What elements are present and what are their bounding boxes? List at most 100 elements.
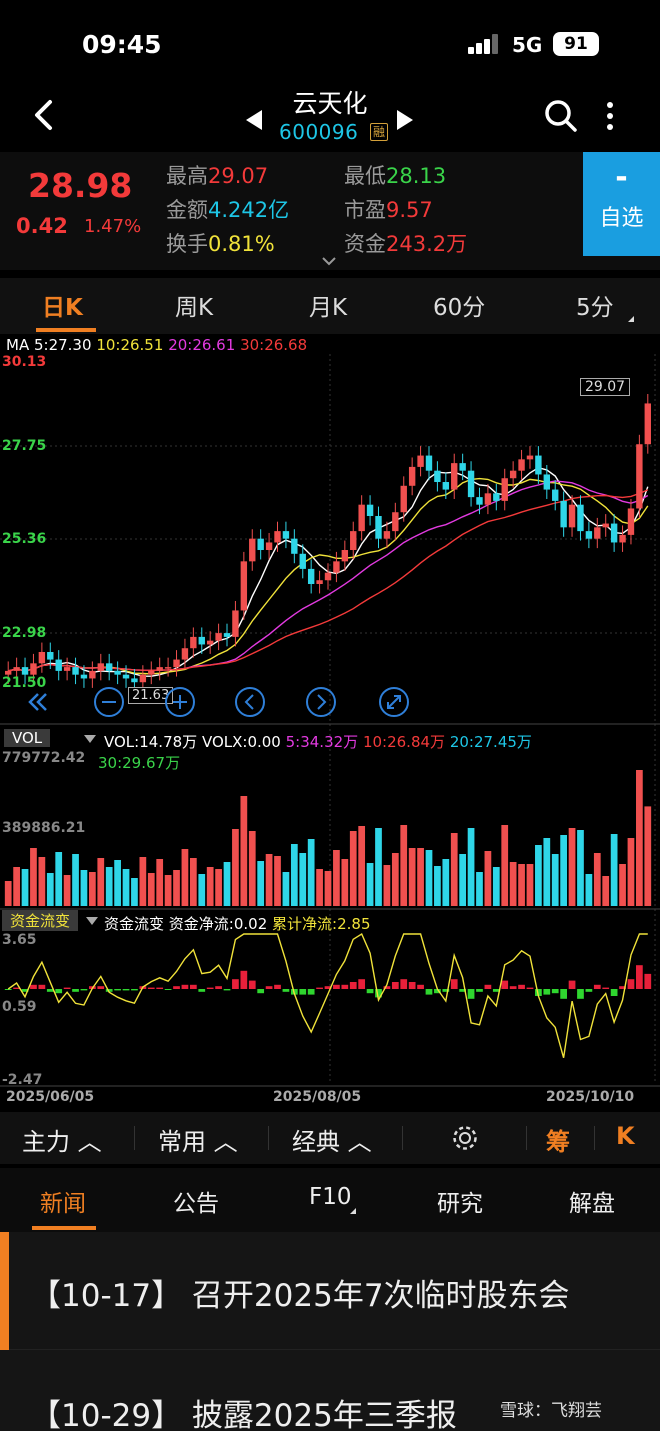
volume-bar xyxy=(375,828,382,906)
candle-body xyxy=(610,523,618,543)
tab-f10[interactable]: F10 xyxy=(309,1184,352,1210)
candle-body xyxy=(274,531,281,543)
classic-indicator-button[interactable]: 经典 ︿ xyxy=(292,1128,372,1156)
flow-bar xyxy=(450,979,458,989)
volume-bar xyxy=(114,860,121,906)
common-indicator-button[interactable]: 常用 ︿ xyxy=(158,1128,238,1156)
more-icon[interactable] xyxy=(600,98,620,134)
vol-ma30: 30:29.67万 xyxy=(98,754,181,772)
y-tick-1: 30.13 xyxy=(2,354,47,370)
candle-body xyxy=(122,674,130,679)
zoom-in-icon[interactable] xyxy=(164,686,196,718)
flow-bar xyxy=(248,980,256,989)
candle-body xyxy=(417,455,424,467)
candle-body xyxy=(358,504,365,532)
candle-body xyxy=(307,568,315,585)
flow-bar xyxy=(341,984,349,989)
flow-bar xyxy=(602,987,610,989)
candle-body xyxy=(333,561,340,573)
flow-bar xyxy=(459,989,467,992)
flow-bar xyxy=(518,984,525,989)
volume-bar xyxy=(644,806,652,906)
volume-bar xyxy=(290,844,298,906)
candle-body xyxy=(265,542,273,551)
flow-dropdown-icon[interactable] xyxy=(86,917,98,925)
volume-bar xyxy=(55,852,63,906)
candle-body xyxy=(156,667,163,671)
flow-bar xyxy=(307,989,315,995)
period-more-icon xyxy=(628,316,634,322)
add-watchlist-button[interactable]: - 自选 xyxy=(583,152,660,256)
prev-stock-icon[interactable] xyxy=(246,110,262,130)
volume-bar xyxy=(560,835,568,906)
search-icon[interactable] xyxy=(543,98,579,134)
fund-item: 资金243.2万 xyxy=(344,232,468,256)
flow-bar xyxy=(206,987,214,989)
candle-body xyxy=(400,485,407,513)
flow-bar xyxy=(417,984,424,989)
list-item[interactable]: 【10-29】 披露2025年三季报 xyxy=(0,1352,660,1431)
pe-item: 市盈9.57 xyxy=(344,198,433,222)
candle-body xyxy=(181,648,189,660)
tab-week-k[interactable]: 周K xyxy=(175,295,214,321)
rewind-icon[interactable] xyxy=(26,690,50,714)
candle-body xyxy=(451,463,458,490)
chip-button[interactable]: 筹 xyxy=(546,1128,570,1156)
candle-body xyxy=(5,670,12,675)
flow-bar xyxy=(46,989,54,992)
main-indicator-button[interactable]: 主力 ︿ xyxy=(22,1128,102,1156)
tab-day-k[interactable]: 日K xyxy=(42,295,83,321)
flow-bar xyxy=(274,984,281,989)
tab-5min[interactable]: 5分 xyxy=(576,295,614,321)
flow-bar xyxy=(492,989,500,992)
flow-bar xyxy=(358,979,366,989)
gear-icon[interactable] xyxy=(451,1124,479,1152)
candle-body xyxy=(467,470,475,498)
volume-bar xyxy=(21,869,29,906)
candle-body xyxy=(366,504,374,517)
list-item[interactable]: 【10-17】 召开2025年7次临时股东会 xyxy=(0,1232,660,1350)
k-button[interactable]: K xyxy=(616,1122,635,1150)
news-tabs: 新闻 公告 F10 研究 解盘 xyxy=(0,1168,660,1232)
candle-body xyxy=(619,534,626,543)
candle-body xyxy=(63,667,71,671)
battery-icon: 91 xyxy=(553,32,599,56)
tab-news[interactable]: 新闻 xyxy=(40,1191,86,1217)
kline-chart[interactable]: MA 5:27.30 10:26.51 20:26.61 30:26.68 30… xyxy=(0,334,660,1110)
flow-indicator-button[interactable]: 资金流变 xyxy=(2,910,79,931)
back-icon[interactable] xyxy=(28,98,62,132)
scroll-left-icon[interactable] xyxy=(234,686,266,718)
flow-bar xyxy=(509,986,517,989)
flow-bar xyxy=(568,980,576,989)
vol-indicator-button[interactable]: VOL xyxy=(4,729,51,747)
flow-bar xyxy=(4,989,12,990)
flow-tick-1: 3.65 xyxy=(2,932,37,948)
chevron-down-icon[interactable] xyxy=(322,256,336,266)
vol-tick-max: 779772.42 xyxy=(2,750,86,766)
volume-bar xyxy=(156,859,164,906)
tab-research[interactable]: 研究 xyxy=(437,1191,483,1217)
candle-body xyxy=(350,531,357,551)
vol-dropdown-icon[interactable] xyxy=(84,735,96,743)
next-stock-icon[interactable] xyxy=(397,110,413,130)
candle-body xyxy=(535,455,542,475)
candle-body xyxy=(518,459,525,471)
tab-60min[interactable]: 60分 xyxy=(433,295,486,321)
volume-bar xyxy=(88,872,96,906)
tab-month-k[interactable]: 月K xyxy=(309,295,348,321)
volume-bar xyxy=(324,871,332,906)
fullscreen-icon[interactable] xyxy=(378,686,410,718)
volume-bar xyxy=(459,854,467,906)
tab-announcements[interactable]: 公告 xyxy=(173,1191,219,1217)
candle-body xyxy=(173,659,180,668)
tab-analysis[interactable]: 解盘 xyxy=(569,1191,615,1217)
candle-body xyxy=(602,523,609,528)
flow-tick-3: -2.47 xyxy=(2,1072,43,1088)
flow-bar xyxy=(535,989,542,996)
zoom-out-icon[interactable] xyxy=(93,686,125,718)
candle-body xyxy=(434,470,441,483)
volume-bar xyxy=(173,870,180,906)
stock-name: 云天化 xyxy=(292,89,368,118)
scroll-right-icon[interactable] xyxy=(305,686,337,718)
flow-bar xyxy=(526,987,534,989)
